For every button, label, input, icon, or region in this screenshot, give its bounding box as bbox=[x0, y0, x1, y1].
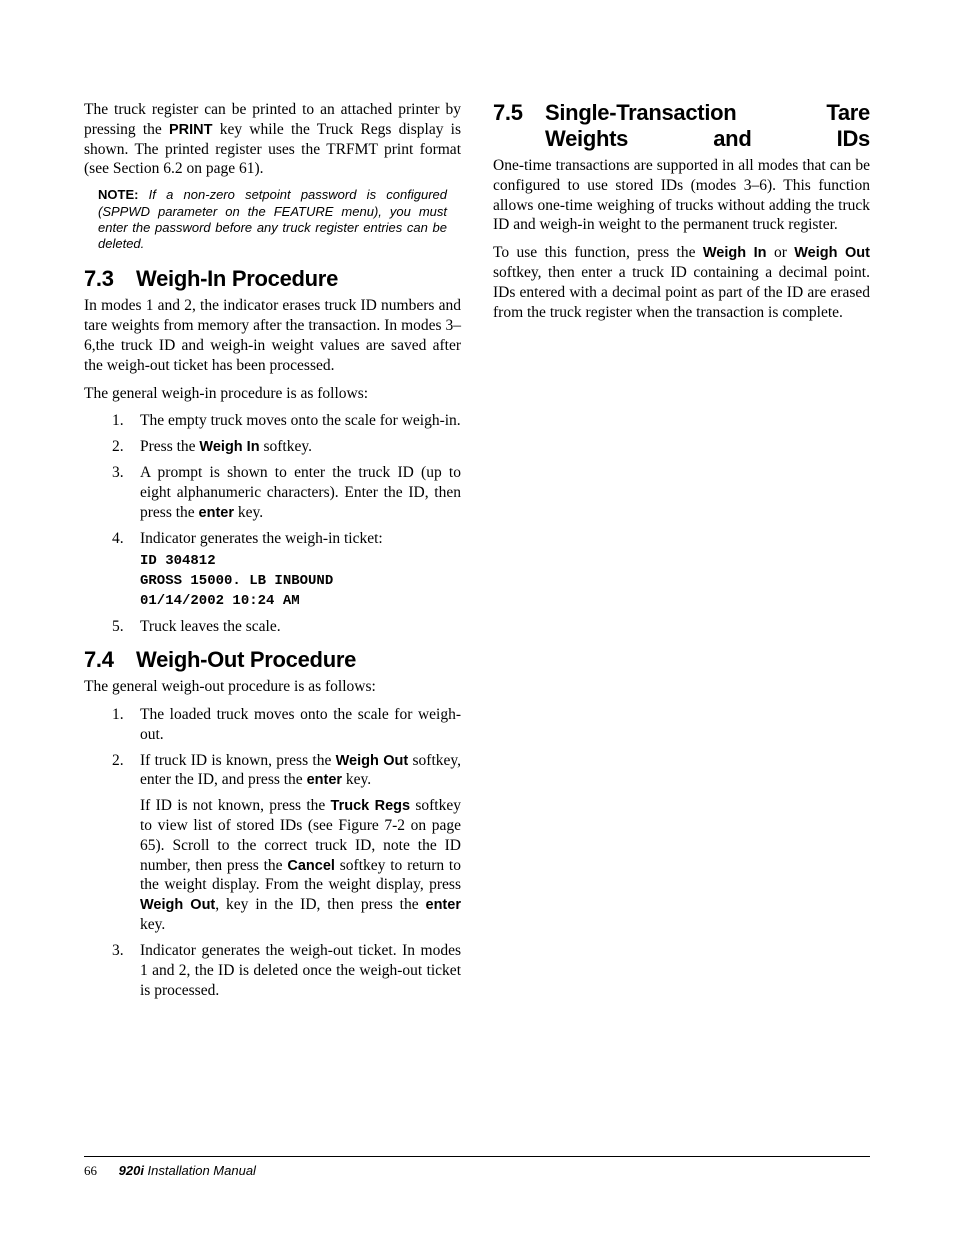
s74-step-3: 3.Indicator generates the weigh-out tick… bbox=[84, 941, 461, 1000]
sec-title-7-5: Single-Transaction Tare Weights and IDs bbox=[545, 100, 870, 152]
s74-step-2b: If ID is not known, press the Truck Regs… bbox=[140, 796, 461, 935]
weigh-in-ticket: ID 304812 GROSS 15000. LB INBOUND 01/14/… bbox=[140, 552, 461, 611]
sec-num-7-5: 7.5 bbox=[493, 100, 545, 152]
page-footer: 66 920i Installation Manual bbox=[84, 1156, 870, 1179]
two-column-layout: The truck register can be printed to an … bbox=[84, 100, 870, 1010]
s73-p2: The general weigh-in procedure is as fol… bbox=[84, 384, 461, 404]
enter-key: enter bbox=[199, 505, 234, 521]
s73-step-1: 1.The empty truck moves onto the scale f… bbox=[84, 411, 461, 431]
sec-num-7-3: 7.3 bbox=[84, 266, 136, 292]
right-column: 7.5Single-Transaction Tare Weights and I… bbox=[493, 100, 870, 1010]
note-text: If a non-zero setpoint password is confi… bbox=[98, 187, 447, 251]
intro-paragraph: The truck register can be printed to an … bbox=[84, 100, 461, 179]
sec-title-7-3: Weigh-In Procedure bbox=[136, 266, 338, 292]
s75-p1: One-time transactions are supported in a… bbox=[493, 156, 870, 235]
s74-step-2: 2.If truck ID is known, press the Weigh … bbox=[84, 751, 461, 935]
s73-step-3: 3.A prompt is shown to enter the truck I… bbox=[84, 463, 461, 522]
heading-7-5: 7.5Single-Transaction Tare Weights and I… bbox=[493, 100, 870, 152]
heading-7-4: 7.4Weigh-Out Procedure bbox=[84, 647, 461, 673]
cancel-softkey: Cancel bbox=[287, 858, 335, 874]
s74-step-1: 1.The loaded truck moves onto the scale … bbox=[84, 705, 461, 745]
weigh-out-softkey-2: Weigh Out bbox=[140, 897, 215, 913]
enter-key-2: enter bbox=[307, 772, 342, 788]
weigh-in-steps: 1.The empty truck moves onto the scale f… bbox=[84, 411, 461, 637]
s73-p1: In modes 1 and 2, the indicator erases t… bbox=[84, 296, 461, 375]
s73-step-2: 2.Press the Weigh In softkey. bbox=[84, 437, 461, 457]
weigh-in-softkey-2: Weigh In bbox=[703, 245, 767, 261]
s75-p2: To use this function, press the Weigh In… bbox=[493, 243, 870, 322]
sec-num-7-4: 7.4 bbox=[84, 647, 136, 673]
weigh-out-steps: 1.The loaded truck moves onto the scale … bbox=[84, 705, 461, 1001]
s74-p1: The general weigh-out procedure is as fo… bbox=[84, 677, 461, 697]
weigh-in-softkey: Weigh In bbox=[199, 439, 259, 455]
heading-7-3: 7.3Weigh-In Procedure bbox=[84, 266, 461, 292]
left-column: The truck register can be printed to an … bbox=[84, 100, 461, 1010]
page-number: 66 bbox=[84, 1163, 97, 1178]
print-key-label: PRINT bbox=[169, 122, 213, 138]
note-label: NOTE: bbox=[98, 187, 138, 202]
note-block: NOTE: If a non-zero setpoint password is… bbox=[84, 187, 461, 252]
doc-title: Installation Manual bbox=[144, 1163, 256, 1178]
product-model: 920i bbox=[119, 1163, 144, 1178]
enter-key-3: enter bbox=[426, 897, 461, 913]
weigh-out-softkey: Weigh Out bbox=[336, 753, 409, 769]
weigh-out-softkey-3: Weigh Out bbox=[794, 245, 870, 261]
truck-regs-softkey: Truck Regs bbox=[331, 798, 411, 814]
s73-step-5: 5.Truck leaves the scale. bbox=[84, 617, 461, 637]
sec-title-7-4: Weigh-Out Procedure bbox=[136, 647, 356, 673]
s73-step-4: 4.Indicator generates the weigh-in ticke… bbox=[84, 529, 461, 612]
